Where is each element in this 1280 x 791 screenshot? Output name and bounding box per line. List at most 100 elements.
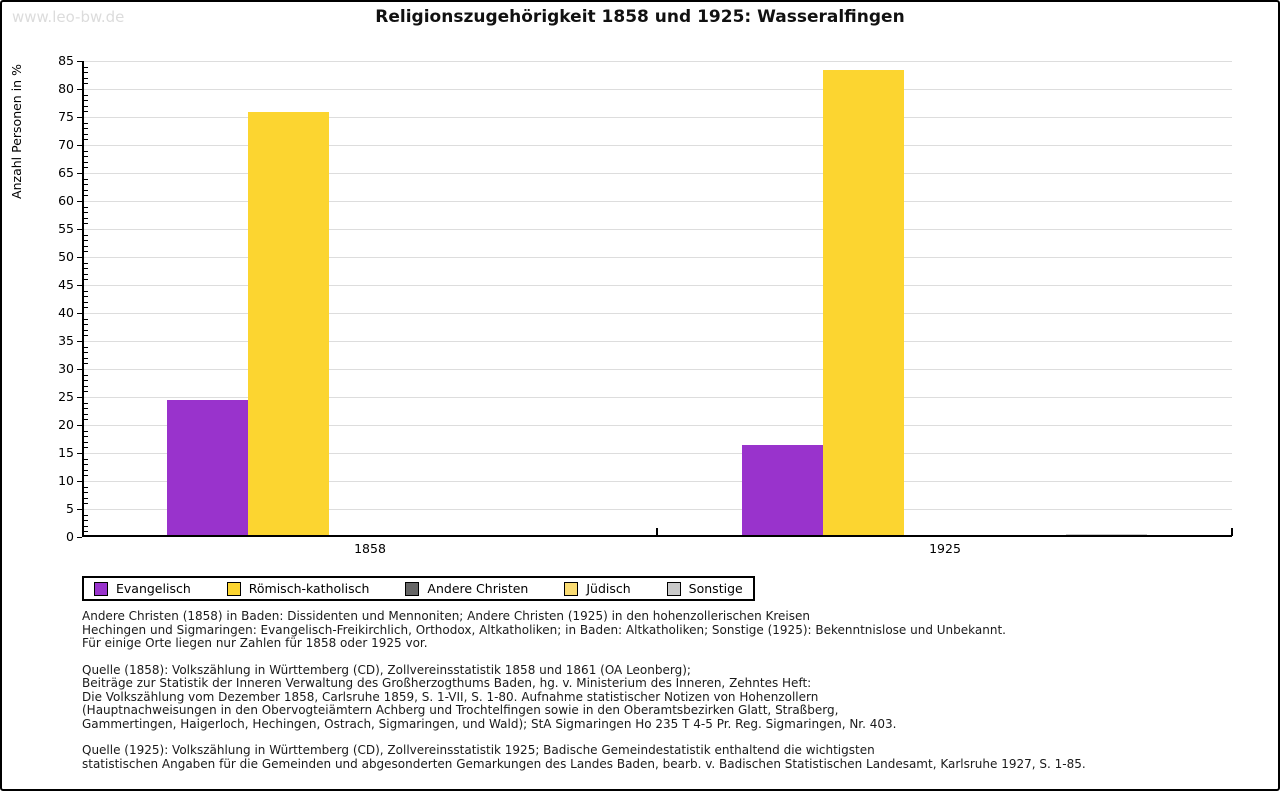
y-minor-tick [84, 123, 88, 124]
gridline [82, 173, 1232, 174]
y-minor-tick [84, 475, 88, 476]
y-tick [77, 341, 82, 342]
y-tick [77, 229, 82, 230]
y-minor-tick [84, 111, 88, 112]
y-minor-tick [84, 464, 88, 465]
y-tick [77, 89, 82, 90]
y-tick-label: 60 [58, 193, 74, 208]
y-minor-tick [84, 128, 88, 129]
y-minor-tick [84, 100, 88, 101]
y-tick [77, 173, 82, 174]
y-minor-tick [84, 218, 88, 219]
y-minor-tick [84, 358, 88, 359]
y-minor-tick [84, 179, 88, 180]
footnote-source-1925: Quelle (1925): Volkszählung in Württembe… [82, 743, 1086, 771]
y-minor-tick [84, 246, 88, 247]
y-minor-tick [84, 235, 88, 236]
legend-item-r-misch-katholisch: Römisch-katholisch [226, 581, 370, 596]
y-axis-line [82, 61, 84, 537]
y-tick [77, 145, 82, 146]
y-minor-tick [84, 223, 88, 224]
y-minor-tick [84, 503, 88, 504]
y-minor-tick [84, 324, 88, 325]
y-minor-tick [84, 190, 88, 191]
y-tick-label: 55 [58, 221, 74, 236]
y-tick-label: 0 [66, 529, 74, 544]
gridline [82, 341, 1232, 342]
gridline [82, 313, 1232, 314]
x-tick [656, 528, 658, 536]
legend-swatch-icon [666, 581, 681, 596]
y-tick-label: 70 [58, 137, 74, 152]
y-minor-tick [84, 156, 88, 157]
footnote-definitions: Andere Christen (1858) in Baden: Disside… [82, 609, 1006, 650]
y-tick [77, 201, 82, 202]
gridline [82, 369, 1232, 370]
legend-swatch-icon [94, 581, 108, 596]
gridline [82, 61, 1232, 62]
y-minor-tick [84, 459, 88, 460]
legend-label: Andere Christen [427, 581, 529, 596]
y-minor-tick [84, 207, 88, 208]
bar-evangelisch-1925 [742, 445, 823, 537]
y-minor-tick [84, 352, 88, 353]
y-minor-tick [84, 274, 88, 275]
y-tick-label: 65 [58, 165, 74, 180]
legend-swatch-icon [226, 581, 241, 596]
gridline [82, 285, 1232, 286]
x-axis-line [82, 535, 1232, 537]
y-axis-title: Anzahl Personen in % [8, 63, 24, 199]
legend-label: Römisch-katholisch [248, 581, 370, 596]
gridline [82, 145, 1232, 146]
y-minor-tick [84, 531, 88, 532]
gridline [82, 425, 1232, 426]
y-minor-tick [84, 279, 88, 280]
chart-legend: Evangelisch Römisch-katholisch Andere Chri… [82, 576, 755, 601]
y-tick-label: 75 [58, 109, 74, 124]
y-minor-tick [84, 139, 88, 140]
legend-item-sonstige: Sonstige [666, 581, 743, 596]
legend-label: Evangelisch [116, 581, 191, 596]
y-tick-label: 15 [58, 445, 74, 460]
y-minor-tick [84, 72, 88, 73]
y-minor-tick [84, 167, 88, 168]
y-minor-tick [84, 520, 88, 521]
y-minor-tick [84, 240, 88, 241]
y-tick-label: 25 [58, 389, 74, 404]
y-tick [77, 61, 82, 62]
y-minor-tick [84, 95, 88, 96]
y-minor-tick [84, 263, 88, 264]
plot-area: 1858 1925 0 5 10 15 20 25 30 35 40 45 50 55 60 65 70 75 80… [58, 54, 1233, 556]
legend-item-j-disch: Jüdisch [564, 581, 631, 596]
y-minor-tick [84, 526, 88, 527]
y-tick-label: 35 [58, 333, 74, 348]
y-minor-tick [84, 251, 88, 252]
legend-item-evangelisch: Evangelisch [94, 581, 191, 596]
y-minor-tick [84, 195, 88, 196]
y-minor-tick [84, 184, 88, 185]
gridline [82, 453, 1232, 454]
x-tick [1231, 528, 1233, 536]
y-minor-tick [84, 380, 88, 381]
y-minor-tick [84, 106, 88, 107]
y-minor-tick [84, 408, 88, 409]
legend-swatch-icon [405, 581, 420, 596]
y-tick [77, 537, 82, 538]
y-minor-tick [84, 212, 88, 213]
y-minor-tick [84, 162, 88, 163]
legend-swatch-icon [564, 581, 579, 596]
y-minor-tick [84, 470, 88, 471]
y-tick [77, 285, 82, 286]
gridline [82, 257, 1232, 258]
y-minor-tick [84, 447, 88, 448]
x-category-label: 1925 [929, 541, 961, 556]
y-minor-tick [84, 307, 88, 308]
y-tick [77, 509, 82, 510]
chart-title: Religionszugehörigkeit 1858 und 1925: Wa… [375, 7, 905, 27]
y-tick [77, 425, 82, 426]
y-tick-label: 40 [58, 305, 74, 320]
watermark: www.leo-bw.de [12, 8, 125, 26]
gridline [82, 397, 1232, 398]
y-minor-tick [84, 151, 88, 152]
gridline [82, 481, 1232, 482]
